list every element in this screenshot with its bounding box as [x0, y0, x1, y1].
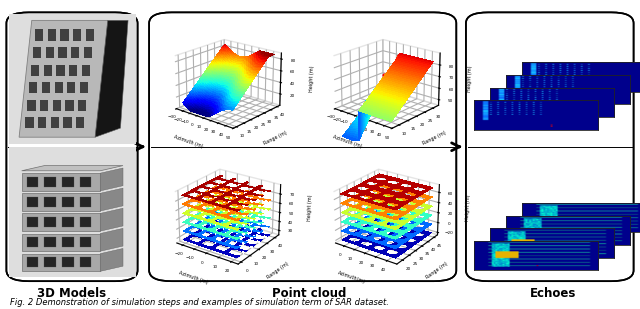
Bar — [42, 82, 50, 93]
Polygon shape — [100, 208, 123, 231]
Y-axis label: Range (m): Range (m) — [422, 130, 447, 146]
Bar — [44, 257, 56, 268]
Bar — [44, 197, 56, 207]
Bar — [27, 177, 38, 187]
Bar — [80, 237, 92, 247]
Polygon shape — [100, 248, 123, 271]
Bar — [62, 177, 74, 187]
Bar — [80, 177, 92, 187]
Bar — [33, 47, 41, 58]
Bar — [29, 82, 38, 93]
Bar — [26, 117, 34, 128]
Bar — [80, 82, 88, 93]
FancyBboxPatch shape — [6, 12, 138, 281]
Bar — [31, 65, 40, 75]
Bar — [63, 117, 72, 128]
Bar — [22, 214, 100, 231]
Bar — [51, 117, 59, 128]
Bar — [69, 65, 77, 75]
Bar — [44, 217, 56, 227]
Y-axis label: Range (m): Range (m) — [263, 130, 288, 146]
Bar — [22, 193, 100, 211]
Text: 3D Models: 3D Models — [37, 287, 106, 300]
Bar — [22, 173, 100, 191]
Polygon shape — [100, 188, 123, 211]
Bar — [62, 237, 74, 247]
Bar — [82, 65, 90, 75]
Bar — [56, 65, 65, 75]
Text: Echoes: Echoes — [530, 287, 576, 300]
Bar — [80, 257, 92, 268]
Bar — [38, 117, 46, 128]
FancyBboxPatch shape — [149, 12, 456, 281]
Bar — [22, 254, 100, 271]
Bar — [27, 197, 38, 207]
Polygon shape — [100, 228, 123, 251]
Bar — [86, 29, 94, 40]
Bar — [62, 217, 74, 227]
X-axis label: Azimuth (m): Azimuth (m) — [177, 270, 208, 285]
Polygon shape — [95, 20, 128, 137]
Bar — [60, 29, 68, 40]
Bar — [44, 237, 56, 247]
Y-axis label: Range (m): Range (m) — [425, 260, 449, 280]
Bar — [28, 99, 36, 111]
Text: Point cloud: Point cloud — [272, 287, 346, 300]
X-axis label: Azimuth (m): Azimuth (m) — [332, 134, 362, 149]
Bar — [40, 99, 48, 111]
Bar — [73, 29, 81, 40]
Bar — [27, 257, 38, 268]
Bar — [80, 197, 92, 207]
Bar — [84, 47, 92, 58]
X-axis label: Azimuth (m): Azimuth (m) — [173, 134, 204, 149]
Bar — [52, 99, 61, 111]
FancyBboxPatch shape — [466, 12, 634, 281]
Bar — [27, 217, 38, 227]
Bar — [54, 82, 63, 93]
Bar — [27, 237, 38, 247]
Bar — [80, 217, 92, 227]
Bar — [62, 197, 74, 207]
Y-axis label: Range (m): Range (m) — [266, 260, 290, 280]
Bar — [67, 82, 76, 93]
Bar — [58, 47, 67, 58]
Bar — [35, 29, 43, 40]
Bar — [44, 65, 52, 75]
Bar — [22, 234, 100, 251]
Bar — [44, 177, 56, 187]
Polygon shape — [22, 166, 123, 171]
X-axis label: Azimuth(m): Azimuth(m) — [337, 271, 366, 285]
Bar — [78, 99, 86, 111]
Bar — [47, 29, 56, 40]
Polygon shape — [100, 168, 123, 191]
Bar — [65, 99, 74, 111]
Polygon shape — [19, 20, 108, 137]
Bar — [76, 117, 84, 128]
Bar — [71, 47, 79, 58]
Bar — [62, 257, 74, 268]
Text: Fig. 2 Demonstration of simulation steps and examples of simulation term of SAR : Fig. 2 Demonstration of simulation steps… — [10, 298, 388, 307]
Bar — [45, 47, 54, 58]
